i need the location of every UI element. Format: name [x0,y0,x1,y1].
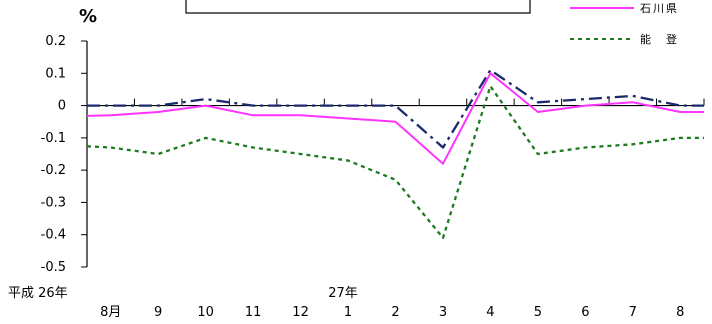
axes [86,41,704,267]
y-tick-label: -0.1 [41,131,66,146]
x-tick-label: 9 [154,305,162,320]
x-axis-ticks: 8月 9 10 11 12 1 2 3 4 5 6 7 8平成 26年 27年 [8,98,705,320]
y-tick-label: -0.4 [41,228,66,243]
x-tick-label: 1 [344,305,352,320]
series-line-1 [87,68,704,149]
year-label: 27年 [328,286,358,301]
series-line-2 [86,72,704,165]
x-tick-label: 2 [391,305,399,320]
x-tick-label: 8月 [100,305,121,320]
x-tick-label: 3 [439,305,447,320]
x-tick-label: 12 [292,305,309,320]
y-tick-label: 0 [58,99,66,114]
y-axis-unit-label: % [79,6,97,27]
legend-label: 石川県 [640,2,679,15]
x-tick-label: 4 [486,305,494,320]
y-tick-label: 0.1 [45,66,66,81]
x-tick-label: 8 [676,305,684,320]
y-axis-ticks: 0.2 0.1 0 -0.1 -0.2 -0.3 -0.4 -0.5 [41,34,87,275]
x-tick-label: 11 [245,305,262,320]
x-tick-label: 6 [581,305,589,320]
y-tick-label: 0.2 [45,34,66,49]
series-line-3 [86,85,704,240]
series-lines [86,68,704,240]
y-tick-label: -0.3 [41,195,66,210]
x-tick-label: 10 [197,305,214,320]
y-tick-label: -0.5 [41,260,66,275]
year-label: 平成 26年 [8,286,68,301]
legend-top-box [185,0,531,14]
x-tick-label: 5 [534,305,542,320]
x-tick-label: 7 [629,305,637,320]
legend-label: 能 登 [640,32,679,46]
y-tick-label: -0.2 [41,163,66,178]
